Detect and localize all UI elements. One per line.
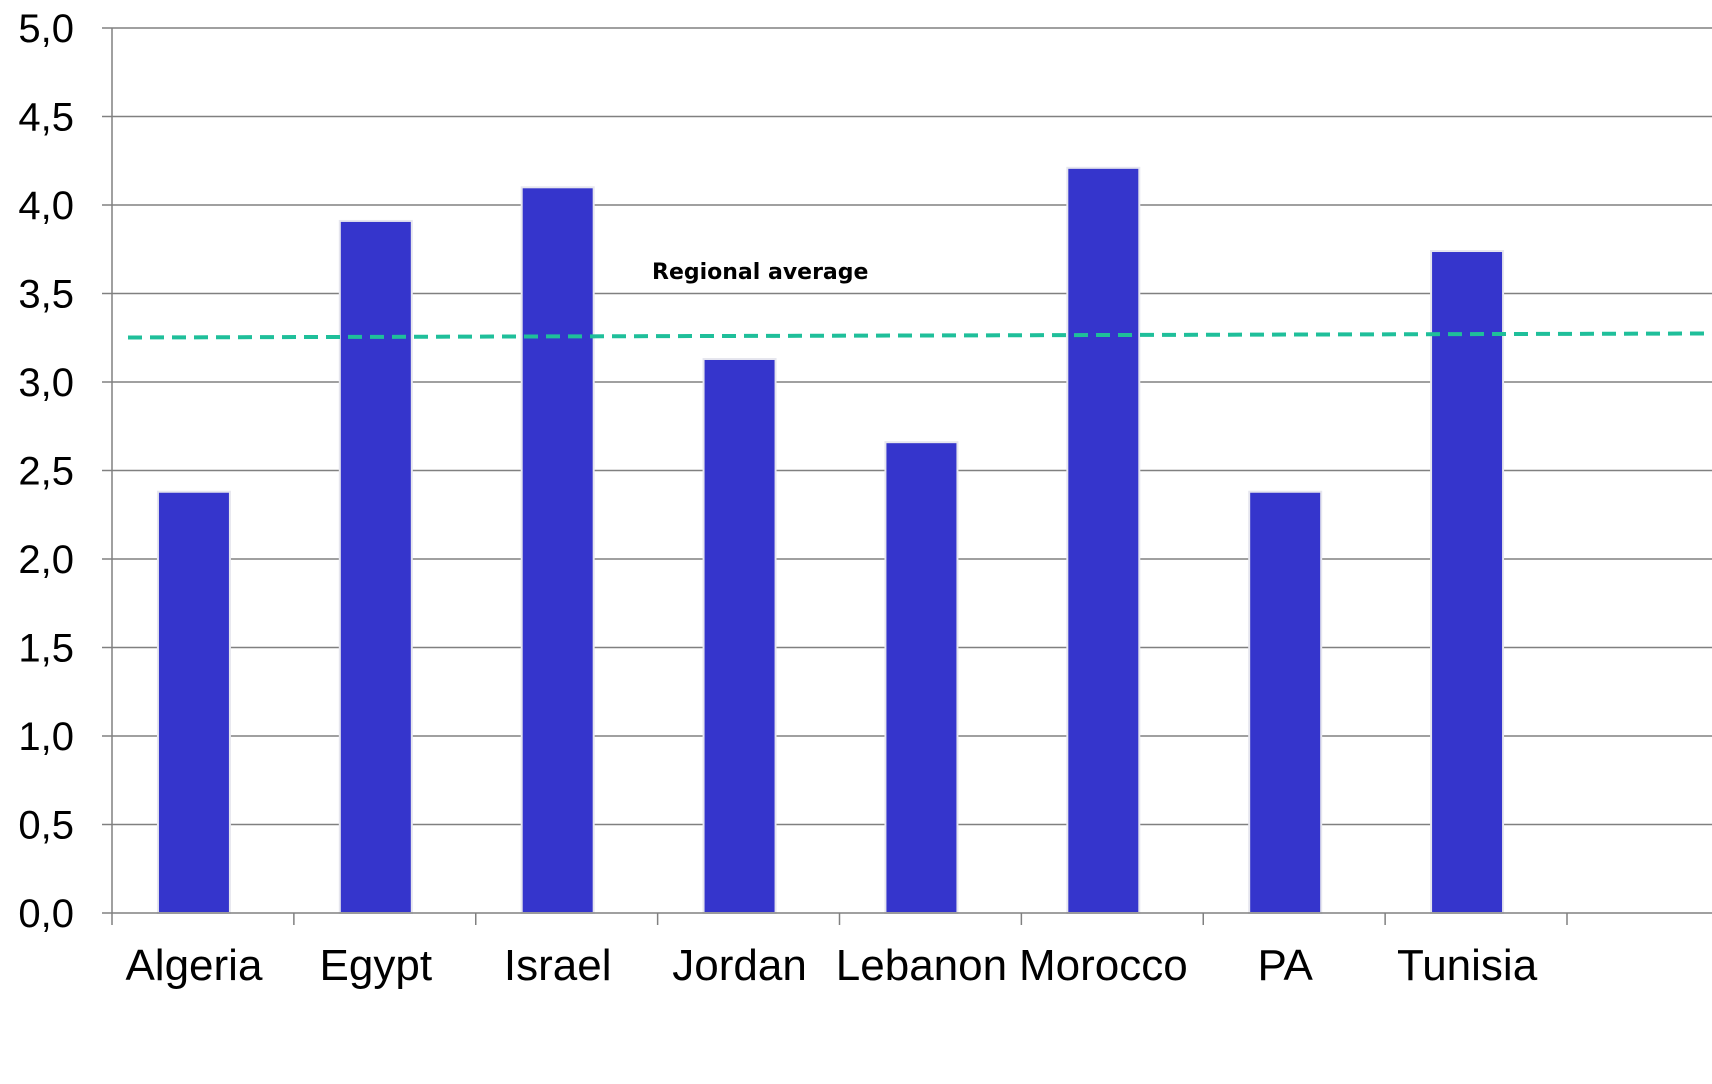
x-tick-label: Tunisia — [1397, 941, 1538, 990]
x-tick-label: Egypt — [320, 941, 433, 990]
x-tick-label: Jordan — [672, 941, 807, 990]
x-tick-label: PA — [1257, 941, 1313, 990]
regional-average-line — [127, 331, 1712, 340]
y-tick-label: 0,5 — [18, 804, 74, 848]
x-tick-label: Algeria — [125, 941, 262, 990]
y-tick-label: 3,0 — [18, 361, 74, 405]
bar-morocco — [1066, 166, 1141, 914]
bar-tunisia — [1430, 250, 1505, 914]
bar-pa — [1248, 490, 1323, 914]
x-tick-label: Morocco — [1019, 941, 1188, 990]
bar-lebanon — [884, 441, 959, 914]
axes — [102, 27, 1712, 925]
y-tick-label: 4,0 — [18, 184, 74, 228]
y-tick-label: 2,0 — [18, 538, 74, 582]
y-tick-label: 3,5 — [18, 273, 74, 317]
x-tick-label: Lebanon — [836, 941, 1007, 990]
y-tick-label: 5,0 — [18, 7, 74, 51]
bar-egypt — [338, 219, 413, 914]
y-tick-label: 1,0 — [18, 715, 74, 759]
y-tick-label: 0,0 — [18, 892, 74, 936]
bar-algeria — [156, 490, 231, 914]
regional-average-label: Regional average — [652, 260, 868, 285]
average-line-group: Regional average — [127, 260, 1712, 340]
tick-labels: 0,0 0,5 1,0 1,5 2,0 2,5 3,0 3,5 4,0 4,5 5,0 Algeria… — [18, 7, 1537, 990]
y-tick-label: 2,5 — [18, 450, 74, 494]
bar-israel — [520, 186, 595, 915]
x-tick-label: Israel — [504, 941, 612, 990]
y-tick-label: 1,5 — [18, 627, 74, 671]
y-tick-label: 4,5 — [18, 96, 74, 140]
bar-jordan — [702, 357, 777, 914]
